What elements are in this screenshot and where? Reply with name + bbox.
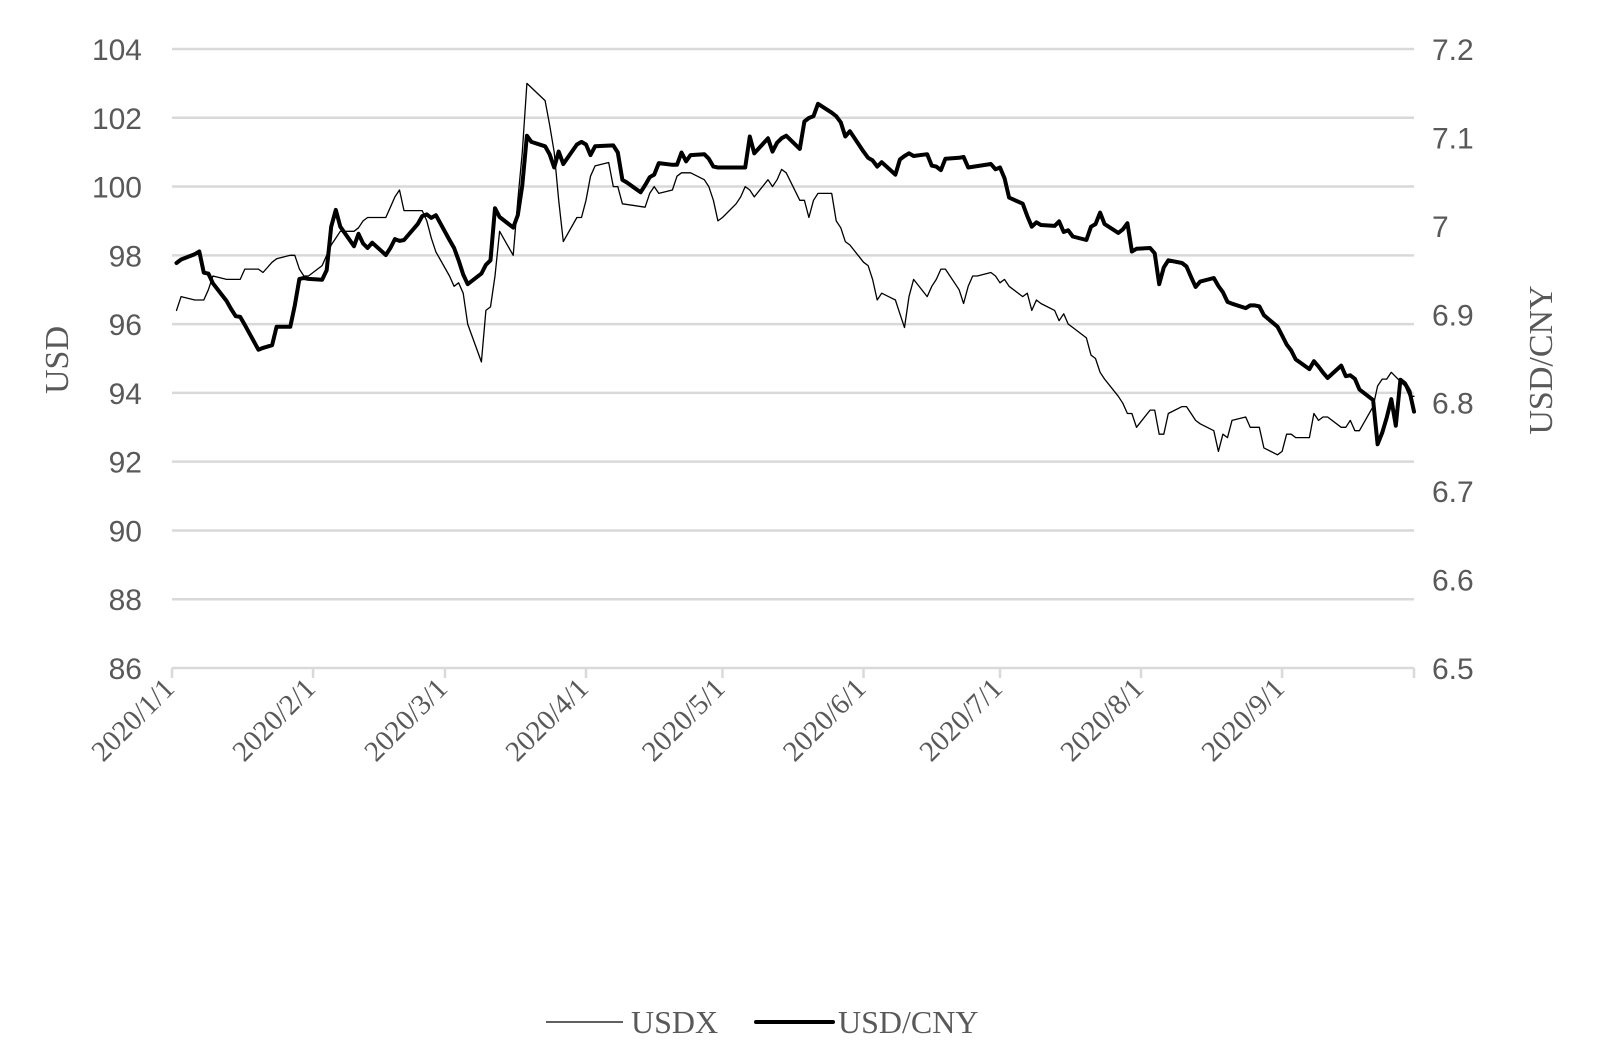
x-tick-label: 2020/9/1 [1195, 672, 1291, 768]
y-right-tick-label: 7.1 [1432, 122, 1474, 155]
x-tick-label: 2020/2/1 [226, 672, 322, 768]
y-right-tick-label: 6.9 [1432, 299, 1474, 332]
y-right-tick-label: 7.2 [1432, 34, 1474, 67]
y-tick-label: 98 [109, 240, 142, 273]
x-tick-label: 2020/7/1 [913, 672, 1009, 768]
y-right-tick-label: 6.5 [1432, 653, 1474, 686]
x-tick-label: 2020/5/1 [636, 672, 732, 768]
y-axis-right-title: USD/CNY [1523, 285, 1560, 434]
y-right-tick-label: 7 [1432, 211, 1449, 244]
y-right-tick-label: 6.8 [1432, 388, 1474, 421]
y-tick-label: 88 [109, 584, 142, 617]
x-tick-label: 2020/3/1 [358, 672, 454, 768]
y-right-tick-label: 6.7 [1432, 476, 1474, 509]
gridlines [172, 47, 1414, 670]
y-axis-left-title: USD [39, 326, 76, 394]
y-tick-label: 94 [109, 378, 142, 411]
legend-label-usdx: USDX [631, 1004, 718, 1040]
series-line-usdx [175, 82, 1415, 456]
y-tick-label: 90 [109, 515, 142, 548]
y-tick-label: 96 [109, 309, 142, 342]
series-lines [174, 82, 1416, 456]
y-tick-label: 104 [92, 34, 142, 67]
legend-label-usdcny: USD/CNY [838, 1004, 978, 1040]
y-tick-label: 92 [109, 447, 142, 480]
y-tick-label: 86 [109, 653, 142, 686]
y-right-tick-label: 6.6 [1432, 565, 1474, 598]
x-axis: 2020/1/1 2020/2/1 2020/3/1 2020/4/1 2020/5/1… [85, 668, 1416, 768]
y-tick-label: 102 [92, 103, 142, 136]
y-axis-right-ticks: 7.2 7.1 7 6.9 6.8 6.7 6.6 6.5 [1432, 34, 1474, 686]
y-tick-label: 100 [92, 172, 142, 205]
series-line-usdcny [174, 101, 1416, 447]
x-tick-label: 2020/1/1 [85, 672, 181, 768]
legend: USDX USD/CNY [546, 1004, 978, 1040]
x-tick-label: 2020/8/1 [1054, 672, 1150, 768]
y-axis-left-ticks: 104 102 100 98 96 94 92 90 88 86 [92, 34, 142, 686]
x-tick-label: 2020/4/1 [499, 672, 595, 768]
x-tick-label: 2020/6/1 [777, 672, 873, 768]
